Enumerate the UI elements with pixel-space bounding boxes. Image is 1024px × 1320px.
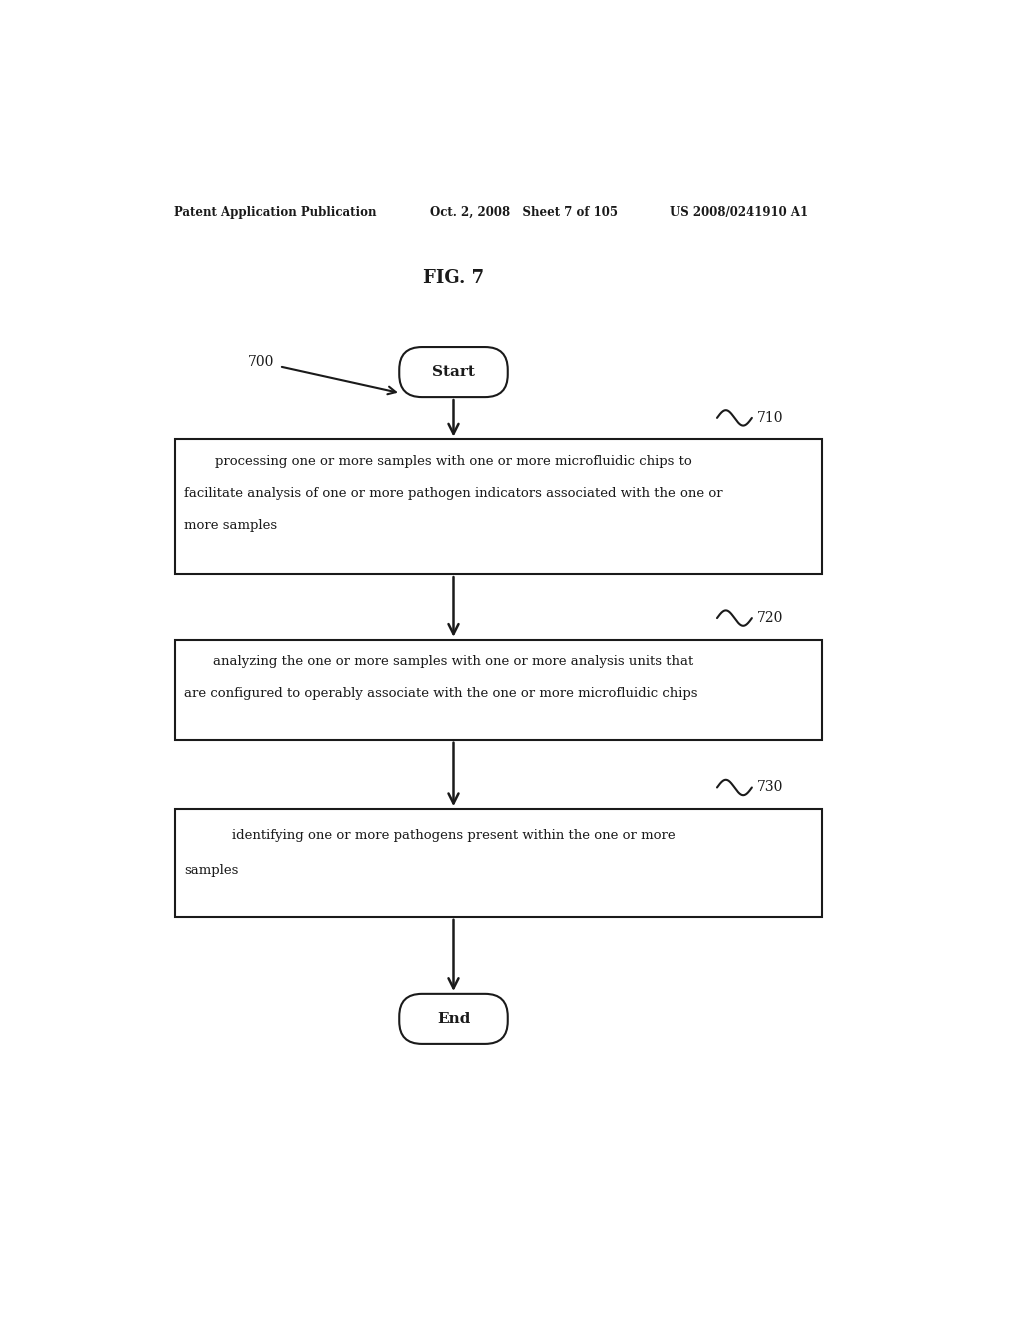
Text: Patent Application Publication: Patent Application Publication [174,206,377,219]
Text: 730: 730 [758,780,783,795]
Text: processing one or more samples with one or more microfluidic chips to: processing one or more samples with one … [215,454,692,467]
Text: 720: 720 [758,611,783,626]
Bar [174,640,821,739]
Text: Start: Start [432,366,475,379]
Text: FIG. 7: FIG. 7 [423,269,484,286]
FancyBboxPatch shape [399,994,508,1044]
Text: identifying one or more pathogens present within the one or more: identifying one or more pathogens presen… [231,829,675,842]
Bar [174,809,821,917]
Text: 710: 710 [758,411,783,425]
Text: are configured to operably associate with the one or more microfluidic chips: are configured to operably associate wit… [183,686,697,700]
Text: 700: 700 [248,355,274,370]
Text: End: End [437,1012,470,1026]
Text: analyzing the one or more samples with one or more analysis units that: analyzing the one or more samples with o… [213,655,693,668]
Text: US 2008/0241910 A1: US 2008/0241910 A1 [671,206,809,219]
Text: facilitate analysis of one or more pathogen indicators associated with the one o: facilitate analysis of one or more patho… [183,487,722,500]
FancyBboxPatch shape [399,347,508,397]
Text: Oct. 2, 2008   Sheet 7 of 105: Oct. 2, 2008 Sheet 7 of 105 [430,206,618,219]
Bar [174,440,821,574]
Text: samples: samples [183,865,239,878]
Text: more samples: more samples [183,519,276,532]
